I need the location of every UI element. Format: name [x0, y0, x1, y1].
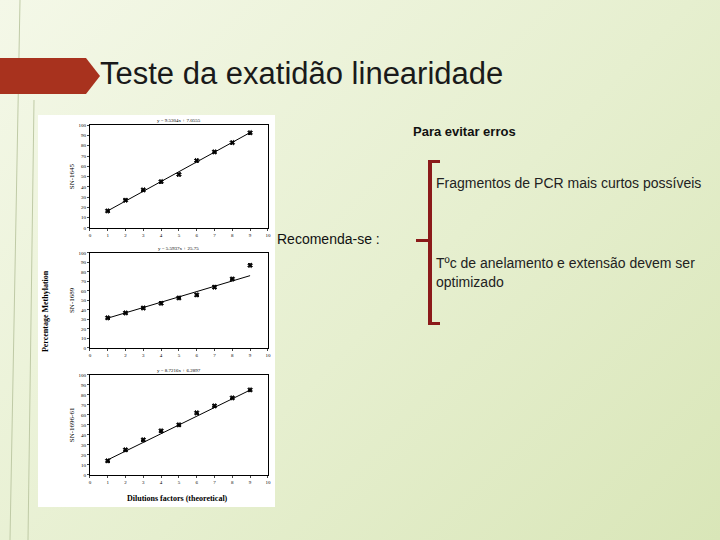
svg-text:50: 50 [81, 174, 87, 179]
svg-text:20: 20 [81, 327, 87, 332]
svg-text:100: 100 [78, 123, 86, 128]
svg-text:60: 60 [81, 289, 87, 294]
svg-text:9: 9 [249, 233, 252, 238]
svg-text:2: 2 [124, 480, 127, 485]
svg-text:60: 60 [81, 164, 87, 169]
svg-text:90: 90 [81, 383, 87, 388]
html-text:Fragmentos de PCR mais curtos: Fragmentos de PCR mais curtos possíveis [436, 175, 702, 191]
svg-text:30: 30 [81, 317, 87, 322]
svg-text:Dilutions factors (theoretical: Dilutions factors (theoretical) [127, 494, 228, 503]
svg-text:40: 40 [81, 185, 87, 190]
svg-text:50: 50 [81, 423, 87, 428]
svg-text:100: 100 [78, 373, 86, 378]
svg-text:1: 1 [106, 233, 109, 238]
svg-text:2: 2 [124, 233, 127, 238]
svg-text:80: 80 [81, 143, 87, 148]
svg-text:y = 8.7216x + 6.2897: y = 8.7216x + 6.2897 [157, 368, 201, 373]
svg-text:70: 70 [81, 403, 87, 408]
svg-text:30: 30 [81, 443, 87, 448]
svg-text:30: 30 [81, 195, 87, 200]
svg-text:y = 9.5304x + 7.0555: y = 9.5304x + 7.0555 [157, 118, 201, 123]
svg-text:Percentage Methylation: Percentage Methylation [41, 270, 50, 352]
svg-text:80: 80 [81, 270, 87, 275]
svg-text:SN-1689: SN-1689 [68, 287, 76, 313]
svg-text:90: 90 [81, 133, 87, 138]
svg-text:3: 3 [142, 480, 145, 485]
svg-text:4: 4 [160, 480, 163, 485]
svg-text:7: 7 [213, 353, 216, 358]
svg-text:50: 50 [81, 298, 87, 303]
html-text:Para evitar erros: Para evitar erros [413, 124, 516, 139]
svg-text:0: 0 [89, 353, 92, 358]
svg-text:6: 6 [195, 480, 198, 485]
svg-text:70: 70 [81, 279, 87, 284]
svg-text:10: 10 [265, 480, 271, 485]
svg-text:9: 9 [249, 480, 252, 485]
svg-text:20: 20 [81, 453, 87, 458]
svg-text:9: 9 [249, 353, 252, 358]
svg-text:5: 5 [178, 233, 181, 238]
svg-text:5: 5 [178, 353, 181, 358]
svg-text:2: 2 [124, 353, 127, 358]
svg-text:40: 40 [81, 308, 87, 313]
svg-text:SN-1696-61: SN-1696-61 [68, 407, 76, 442]
svg-text:8: 8 [231, 353, 234, 358]
svg-text:7: 7 [213, 480, 216, 485]
svg-text:70: 70 [81, 154, 87, 159]
svg-text:10: 10 [265, 353, 271, 358]
svg-text:0: 0 [89, 480, 92, 485]
svg-text:7: 7 [213, 233, 216, 238]
svg-text:0: 0 [83, 473, 86, 478]
svg-text:90: 90 [81, 260, 87, 265]
svg-text:SN-1645: SN-1645 [68, 163, 76, 189]
svg-text:20: 20 [81, 205, 87, 210]
html-text:Tºc de anelamento e extensão d: Tºc de anelamento e extensão devem ser o… [436, 255, 695, 290]
svg-text:100: 100 [78, 251, 86, 256]
svg-text:10: 10 [265, 233, 271, 238]
svg-text:5: 5 [178, 480, 181, 485]
svg-text:1: 1 [106, 480, 109, 485]
svg-text:8: 8 [231, 480, 234, 485]
svg-text:3: 3 [142, 233, 145, 238]
svg-text:60: 60 [81, 413, 87, 418]
html-text:Recomenda-se :: Recomenda-se : [277, 231, 380, 247]
svg-text:10: 10 [81, 336, 87, 341]
svg-text:4: 4 [160, 353, 163, 358]
svg-text:4: 4 [160, 233, 163, 238]
svg-text:6: 6 [195, 233, 198, 238]
svg-text:40: 40 [81, 433, 87, 438]
svg-text:0: 0 [83, 346, 86, 351]
svg-text:1: 1 [106, 353, 109, 358]
svg-text:0: 0 [83, 226, 86, 231]
svg-text:80: 80 [81, 393, 87, 398]
html-text:Teste da exatidão linearidade: Teste da exatidão linearidade [100, 56, 504, 91]
svg-text:3: 3 [142, 353, 145, 358]
svg-text:y = 5.5937x + 25.75: y = 5.5937x + 25.75 [158, 246, 199, 251]
svg-text:0: 0 [89, 233, 92, 238]
svg-text:6: 6 [195, 353, 198, 358]
svg-text:10: 10 [81, 463, 87, 468]
svg-text:10: 10 [81, 215, 87, 220]
svg-text:8: 8 [231, 233, 234, 238]
